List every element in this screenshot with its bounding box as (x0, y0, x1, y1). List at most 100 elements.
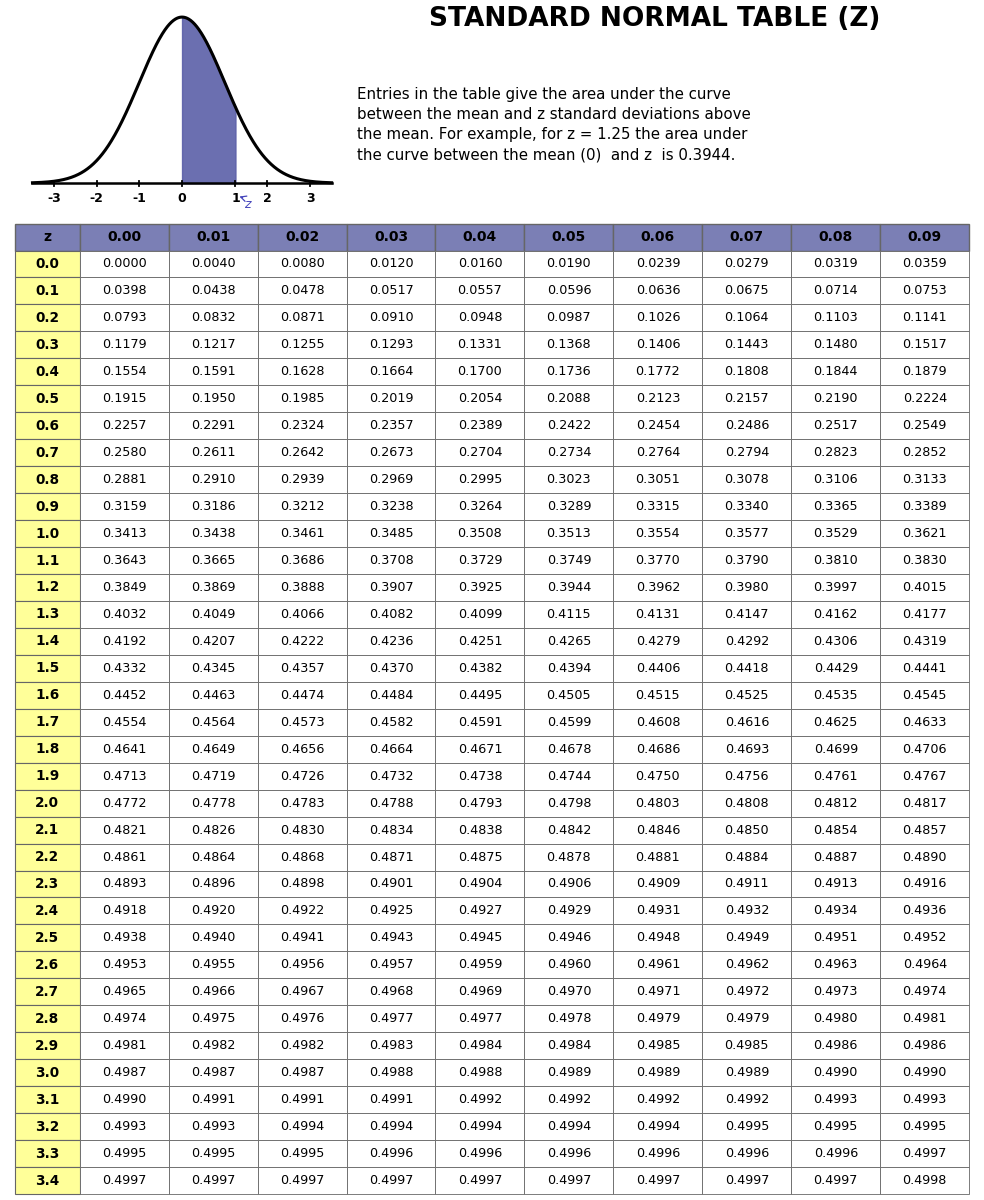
Text: 0.4803: 0.4803 (636, 797, 680, 810)
Bar (703, 359, 791, 385)
Text: 0.0675: 0.0675 (724, 284, 769, 298)
Text: 0.4997: 0.4997 (369, 1174, 413, 1187)
Text: 0.4535: 0.4535 (814, 689, 858, 702)
Bar (791, 898, 881, 924)
Bar (258, 844, 346, 870)
Bar (881, 439, 969, 466)
Text: 0.2357: 0.2357 (369, 419, 413, 432)
Text: 0.4861: 0.4861 (102, 851, 147, 864)
Text: 3.3: 3.3 (35, 1146, 59, 1160)
Bar (524, 385, 613, 413)
Bar (15, 305, 80, 331)
Text: 0.1331: 0.1331 (458, 338, 503, 352)
Bar (613, 466, 703, 493)
Bar (346, 277, 436, 305)
Text: 0.3389: 0.3389 (902, 500, 947, 514)
Bar (881, 547, 969, 574)
Bar (258, 978, 346, 1006)
Bar (524, 628, 613, 655)
Text: 0.1179: 0.1179 (101, 338, 147, 352)
Text: 0.4082: 0.4082 (369, 608, 413, 620)
Bar (524, 870, 613, 898)
Text: 0.3810: 0.3810 (814, 554, 858, 568)
Bar (258, 1168, 346, 1194)
Bar (613, 601, 703, 628)
Text: 0.4131: 0.4131 (636, 608, 680, 620)
Bar (791, 466, 881, 493)
Text: 0.4893: 0.4893 (102, 877, 147, 890)
Bar (258, 898, 346, 924)
Text: 0.4965: 0.4965 (102, 985, 147, 998)
Text: z: z (43, 230, 51, 245)
Text: 0.4996: 0.4996 (725, 1147, 769, 1160)
Bar (15, 763, 80, 790)
Bar (881, 466, 969, 493)
Bar (258, 655, 346, 682)
Text: 0.4015: 0.4015 (902, 581, 947, 594)
Text: 0.3051: 0.3051 (636, 473, 680, 486)
Text: Entries in the table give the area under the curve
between the mean and ​z​ stan: Entries in the table give the area under… (357, 86, 751, 163)
Text: 0.6: 0.6 (35, 419, 59, 433)
Bar (80, 978, 168, 1006)
Bar (436, 1086, 524, 1114)
Bar (258, 1114, 346, 1140)
Text: 0.4616: 0.4616 (724, 715, 769, 728)
Bar (881, 305, 969, 331)
Bar (703, 870, 791, 898)
Text: 0.0: 0.0 (35, 257, 59, 271)
Text: 0.4984: 0.4984 (547, 1039, 591, 1052)
Text: 0.0438: 0.0438 (191, 284, 235, 298)
Text: 2.5: 2.5 (35, 931, 59, 944)
Bar (15, 413, 80, 439)
Text: 0.4931: 0.4931 (636, 905, 680, 918)
Bar (168, 1060, 258, 1086)
Text: 0.3749: 0.3749 (547, 554, 591, 568)
Text: 0.4452: 0.4452 (102, 689, 147, 702)
Bar (703, 817, 791, 844)
Bar (703, 305, 791, 331)
Bar (258, 1006, 346, 1032)
Bar (703, 385, 791, 413)
Text: 0.2673: 0.2673 (369, 446, 413, 460)
Bar (436, 224, 524, 251)
Bar (791, 1060, 881, 1086)
Text: 0.2734: 0.2734 (547, 446, 591, 460)
Text: 0.3289: 0.3289 (547, 500, 591, 514)
Text: 0.4656: 0.4656 (279, 743, 325, 756)
Bar (881, 1114, 969, 1140)
Bar (168, 682, 258, 709)
Bar (703, 924, 791, 952)
Bar (881, 870, 969, 898)
Bar (613, 952, 703, 978)
Text: 0.4996: 0.4996 (636, 1147, 680, 1160)
Bar (346, 1086, 436, 1114)
Text: STANDARD NORMAL TABLE (Z): STANDARD NORMAL TABLE (Z) (429, 6, 880, 32)
Text: 0.4633: 0.4633 (902, 715, 947, 728)
Bar (613, 736, 703, 763)
Bar (436, 628, 524, 655)
Text: 0.0040: 0.0040 (191, 258, 235, 270)
Text: 0.4989: 0.4989 (636, 1066, 680, 1079)
Bar (258, 924, 346, 952)
Bar (791, 817, 881, 844)
Text: 0.4983: 0.4983 (369, 1039, 413, 1052)
Bar (15, 952, 80, 978)
Text: 0.3888: 0.3888 (279, 581, 325, 594)
Text: 0.4793: 0.4793 (458, 797, 502, 810)
Text: 0.3186: 0.3186 (191, 500, 235, 514)
Text: 0.1: 0.1 (35, 284, 59, 298)
Text: 0.4875: 0.4875 (458, 851, 502, 864)
Text: 0.2324: 0.2324 (279, 419, 325, 432)
Bar (703, 709, 791, 736)
Text: 0.3023: 0.3023 (547, 473, 591, 486)
Text: 0.4991: 0.4991 (191, 1093, 235, 1106)
Bar (168, 305, 258, 331)
Bar (80, 898, 168, 924)
Text: 0.0596: 0.0596 (547, 284, 591, 298)
Text: 0.4960: 0.4960 (547, 959, 591, 971)
Bar (15, 439, 80, 466)
Bar (436, 520, 524, 547)
Bar (80, 817, 168, 844)
Text: 0.4878: 0.4878 (547, 851, 591, 864)
Bar (80, 709, 168, 736)
